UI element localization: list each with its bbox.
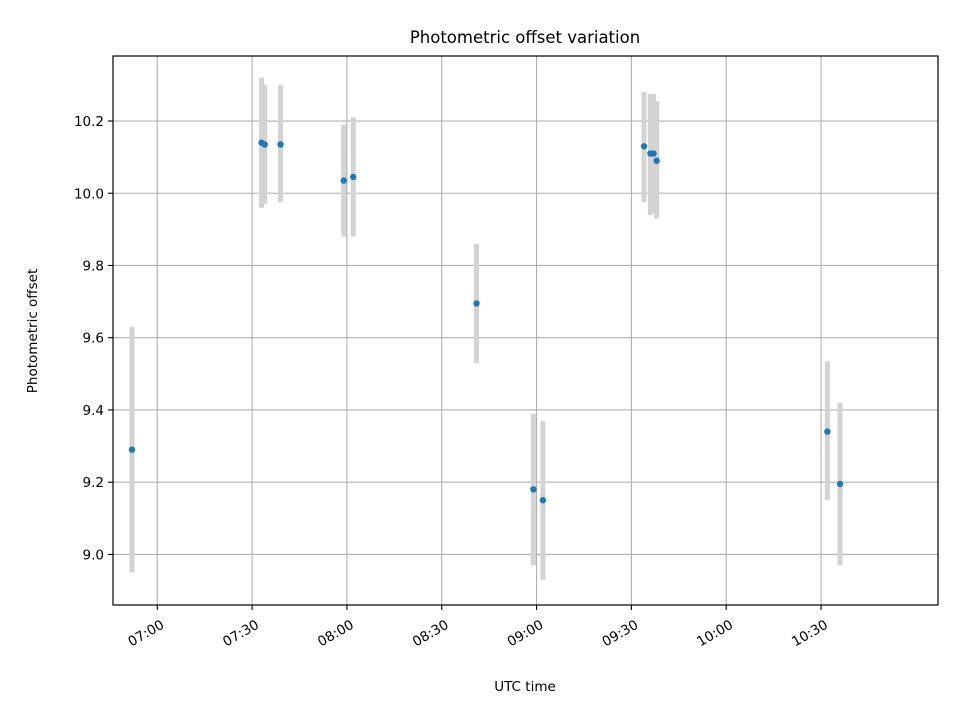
y-tick-label: 9.8 <box>83 258 104 274</box>
plot-frame <box>112 55 939 606</box>
data-point <box>261 141 268 148</box>
data-point <box>530 486 537 493</box>
chart-title: Photometric offset variation <box>410 28 640 47</box>
data-point <box>128 446 136 453</box>
data-points <box>128 139 844 504</box>
data-point <box>350 173 357 181</box>
y-tick-label: 9.0 <box>83 547 104 563</box>
y-tick-label: 10.2 <box>74 114 104 130</box>
data-point <box>473 300 480 307</box>
data-point <box>650 150 657 157</box>
data-point <box>640 143 648 150</box>
y-tick-label: 9.2 <box>83 475 104 491</box>
data-point <box>653 157 660 164</box>
data-point <box>824 428 831 435</box>
grid <box>113 56 938 605</box>
y-tick-label: 9.6 <box>83 331 104 347</box>
data-point <box>836 480 844 488</box>
x-axis-label: UTC time <box>494 679 556 695</box>
data-point <box>340 177 347 184</box>
y-tick-label: 10.0 <box>74 186 104 202</box>
data-point <box>539 497 547 504</box>
y-axis-label: Photometric offset <box>25 269 41 393</box>
y-tick-label: 9.4 <box>83 403 104 419</box>
data-point <box>277 141 284 148</box>
